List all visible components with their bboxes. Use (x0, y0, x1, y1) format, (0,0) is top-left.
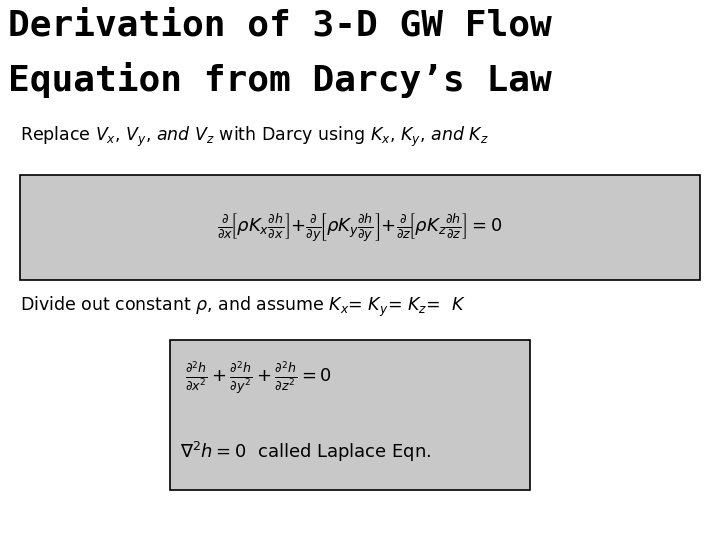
Text: $\nabla^2 h =0$  called Laplace Eqn.: $\nabla^2 h =0$ called Laplace Eqn. (180, 440, 431, 464)
FancyBboxPatch shape (170, 340, 530, 490)
Text: $\frac{\partial^2 h}{\partial x^2} + \frac{\partial^2 h}{\partial y^2} + \frac{\: $\frac{\partial^2 h}{\partial x^2} + \fr… (185, 360, 332, 397)
Text: Derivation of 3-D GW Flow: Derivation of 3-D GW Flow (8, 8, 552, 42)
FancyBboxPatch shape (20, 175, 700, 280)
Text: Equation from Darcy’s Law: Equation from Darcy’s Law (8, 62, 552, 98)
Text: $\frac{\partial}{\partial x}\!\left[\rho K_x \frac{\partial h}{\partial x}\right: $\frac{\partial}{\partial x}\!\left[\rho… (217, 211, 503, 244)
Text: Divide out constant $\rho$, and assume $K_x$= $K_y$= $K_z$=  $K$: Divide out constant $\rho$, and assume $… (20, 295, 466, 319)
Text: Replace $V_x$, $V_y$, $\it{and}$ $V_z$ with Darcy using $K_x$, $K_y$, $\it{and}$: Replace $V_x$, $V_y$, $\it{and}$ $V_z$ w… (20, 125, 489, 149)
